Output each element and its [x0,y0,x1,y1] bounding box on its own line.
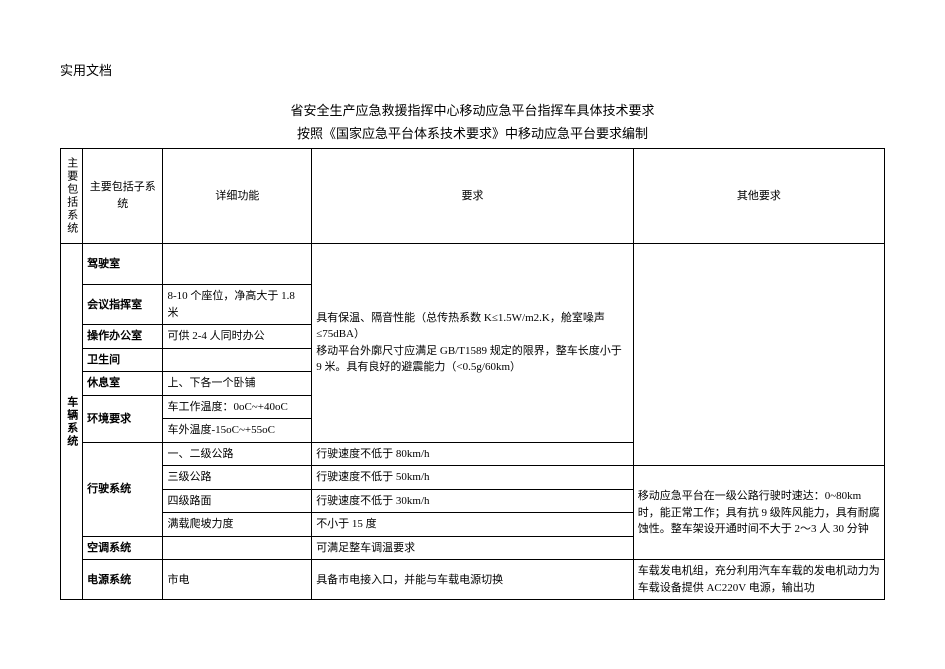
table-row: 三级公路 行驶速度不低于 50km/h 移动应急平台在一级公路行驶时速达：0~8… [61,466,885,490]
main-system-cell: 车辆系统 [61,243,83,600]
detail-cell: 一、二级公路 [163,442,312,466]
detail-cell [163,348,312,372]
detail-cell [163,243,312,285]
title-block: 省安全生产应急救援指挥中心移动应急平台指挥车具体技术要求 按照《国家应急平台体系… [60,99,885,146]
subsystem-cell: 操作办公室 [83,325,163,349]
title-line-1: 省安全生产应急救援指挥中心移动应急平台指挥车具体技术要求 [60,99,885,122]
table-header-row: 主要包括系统 主要包括子系统 详细功能 要求 其他要求 [61,148,885,243]
detail-cell: 市电 [163,560,312,600]
requirement-cell: 具备市电接入口，并能与车载电源切换 [312,560,634,600]
detail-cell: 三级公路 [163,466,312,490]
spec-table: 主要包括系统 主要包括子系统 详细功能 要求 其他要求 车辆系统 驾驶室 具有保… [60,148,885,601]
subsystem-cell: 休息室 [83,372,163,396]
header-col-subsystem: 主要包括子系统 [83,148,163,243]
requirement-cell: 行驶速度不低于 80km/h [312,442,634,466]
requirement-cell: 行驶速度不低于 30km/h [312,489,634,513]
detail-cell: 四级路面 [163,489,312,513]
header-col-other: 其他要求 [633,148,884,243]
table-row: 车辆系统 驾驶室 具有保温、隔音性能（总传热系数 K≤1.5W/m2.K，舱室噪… [61,243,885,285]
detail-cell: 车外温度-15oC~+55oC [163,419,312,443]
requirement-cell: 行驶速度不低于 50km/h [312,466,634,490]
detail-cell: 可供 2-4 人同时办公 [163,325,312,349]
detail-cell: 上、下各一个卧铺 [163,372,312,396]
header-col-req: 要求 [312,148,634,243]
other-req-drive: 移动应急平台在一级公路行驶时速达：0~80km 时，能正常工作；具有抗 9 级阵… [633,466,884,560]
detail-cell: 满载爬坡力度 [163,513,312,537]
subsystem-cell: 空调系统 [83,536,163,560]
subsystem-cell: 会议指挥室 [83,285,163,325]
detail-cell [163,536,312,560]
requirement-merged-top: 具有保温、隔音性能（总传热系数 K≤1.5W/m2.K，舱室噪声≤75dBA） … [312,243,634,442]
table-row: 电源系统 市电 具备市电接入口，并能与车载电源切换 车载发电机组，充分利用汽车车… [61,560,885,600]
detail-cell: 车工作温度：0oC~+40oC [163,395,312,419]
doc-label: 实用文档 [60,60,885,79]
detail-cell: 8-10 个座位，净高大于 1.8 米 [163,285,312,325]
other-req-power: 车载发电机组，充分利用汽车车载的发电机动力为车载设备提供 AC220V 电源，输… [633,560,884,600]
subsystem-cell: 环境要求 [83,395,163,442]
requirement-cell: 可满足整车调温要求 [312,536,634,560]
subsystem-cell: 驾驶室 [83,243,163,285]
subsystem-cell: 卫生间 [83,348,163,372]
subsystem-cell: 电源系统 [83,560,163,600]
header-col-main: 主要包括系统 [61,148,83,243]
other-req-empty-top [633,243,884,466]
header-col-detail: 详细功能 [163,148,312,243]
title-line-2: 按照《国家应急平台体系技术要求》中移动应急平台要求编制 [60,122,885,145]
requirement-cell: 不小于 15 度 [312,513,634,537]
subsystem-cell: 行驶系统 [83,442,163,536]
